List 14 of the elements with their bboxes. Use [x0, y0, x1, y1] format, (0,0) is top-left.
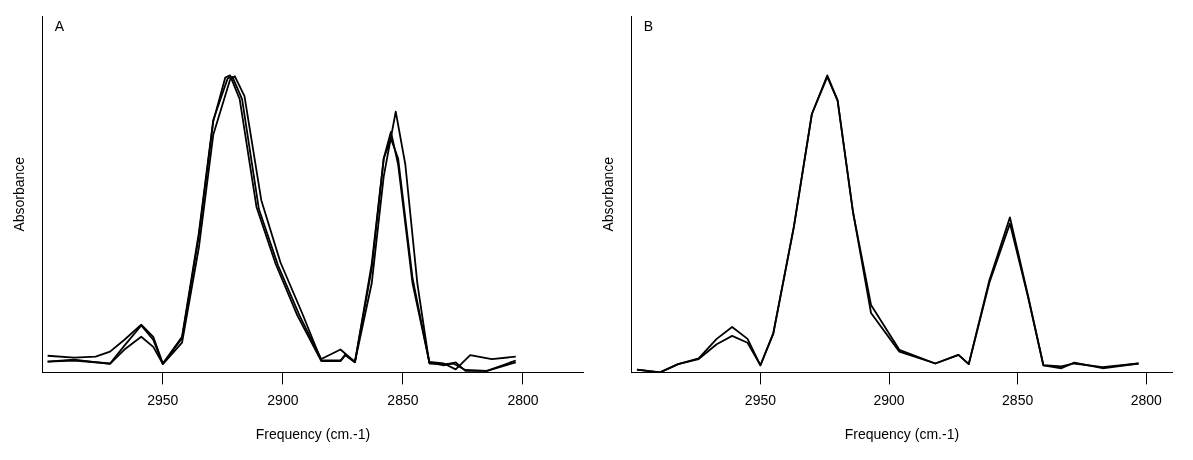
chart-title: A — [54, 17, 65, 34]
y-axis-title: Absorbance — [600, 156, 617, 232]
chart-title: B — [643, 17, 654, 34]
x-tick-label: 2900 — [873, 391, 905, 408]
x-tick-label: 2800 — [1130, 391, 1163, 408]
x-tick-label: 2950 — [744, 391, 777, 408]
x-tick-label: 2850 — [387, 391, 419, 408]
x-tick-label: 2900 — [267, 391, 299, 408]
y-axis-title: Absorbance — [11, 156, 28, 232]
x-tick-label: 2850 — [1002, 391, 1034, 408]
x-tick-label: 2950 — [147, 391, 179, 408]
x-axis-title: Frequency (cm.-1) — [844, 426, 960, 443]
x-axis-title: Frequency (cm.-1) — [255, 426, 371, 443]
x-tick-label: 2800 — [507, 391, 539, 408]
